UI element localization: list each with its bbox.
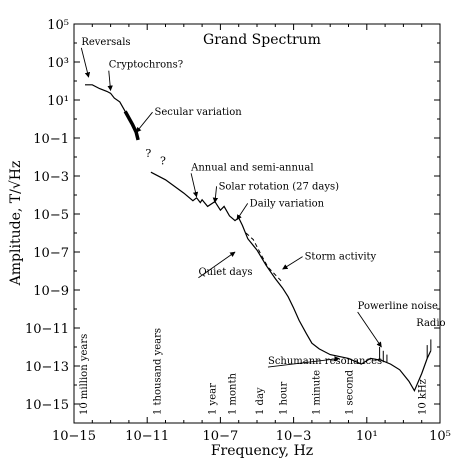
annotation-arrow (236, 203, 249, 221)
data-series: ?? (85, 84, 432, 393)
y-tick-label: 10−1 (33, 132, 69, 147)
y-tick-label: 10−9 (33, 284, 69, 299)
time-marker-label: 1 month (227, 372, 238, 415)
annotation-arrow (135, 111, 153, 133)
time-marker-label: 1 second (345, 369, 356, 415)
y-tick-label: 10−15 (25, 398, 69, 413)
annotations: Reversals Cryptochrons? Secular variation A… (80, 37, 446, 368)
annotation-arrow (267, 356, 340, 368)
y-tick-label: 10³ (47, 56, 69, 71)
y-tick-label: 10¹ (47, 94, 69, 109)
time-markers: 10 million years 1 thousand years 1 year 1 … (79, 328, 429, 415)
annotation-label: Secular variation (155, 107, 243, 118)
spectrum-line-1 (150, 171, 432, 393)
y-tick-label: 10−11 (25, 322, 69, 337)
time-marker-label: 1 day (255, 387, 266, 415)
x-tick-label: 10−15 (52, 429, 96, 444)
annotation-label: Cryptochrons? (109, 60, 183, 71)
y-tick-label: 10−13 (25, 360, 69, 375)
chart-title: Grand Spectrum (203, 32, 321, 48)
y-tick-label: 10−3 (33, 170, 69, 185)
spectrum-line-2 (245, 232, 283, 283)
y-tick-label: 10−7 (33, 246, 69, 261)
annotation-label: Storm activity (305, 252, 377, 263)
x-tick-label: 10−11 (125, 429, 169, 444)
annotation-label: Solar rotation (27 days) (219, 181, 340, 192)
x-tick-label: 10−7 (203, 429, 239, 444)
x-axis-label: Frequency, Hz (211, 443, 313, 459)
secular-variation-band (123, 110, 140, 141)
annotation-arrow (198, 251, 236, 279)
axis-ticks: 10−15 10−11 10−7 10−3 10¹ 10⁵ 10⁵ 10³ 10¹ 10−1 10−… (25, 18, 451, 444)
annotation-label: Annual and semi-annual (190, 162, 313, 173)
annotation-label: Schumann resonances (268, 356, 382, 367)
x-tick-label: 10⁵ (429, 429, 451, 444)
question-mark: ? (145, 147, 151, 160)
x-tick-label: 10¹ (356, 429, 378, 444)
annotation-arrow (190, 173, 199, 198)
y-axis-label: Amplitude, T/√Hz (8, 161, 24, 287)
annotation-label: Powerline noise (358, 301, 438, 312)
annotation-label: Daily variation (250, 198, 325, 209)
question-mark: ? (160, 155, 166, 168)
time-marker-label: 1 hour (279, 382, 290, 415)
annotation-arrow (107, 70, 113, 92)
annotation-label: Quiet days (198, 267, 252, 278)
annotation-arrow (212, 186, 219, 204)
time-marker-label: 1 minute (312, 370, 323, 415)
time-marker-label: 1 thousand years (152, 328, 163, 415)
time-marker-label: 10 million years (79, 334, 90, 415)
y-tick-label: 10−5 (33, 208, 69, 223)
annotation-label: Reversals (81, 37, 130, 48)
y-tick-label: 10⁵ (47, 18, 69, 33)
annotation-arrow (282, 256, 303, 270)
x-tick-label: 10−3 (276, 429, 312, 444)
time-marker-label: 1 year (207, 383, 218, 415)
annotation-arrow (357, 311, 382, 348)
annotation-arrow (80, 47, 91, 78)
time-marker-label: 10 kHz (418, 379, 429, 415)
annotation-label: Radio (416, 318, 445, 329)
